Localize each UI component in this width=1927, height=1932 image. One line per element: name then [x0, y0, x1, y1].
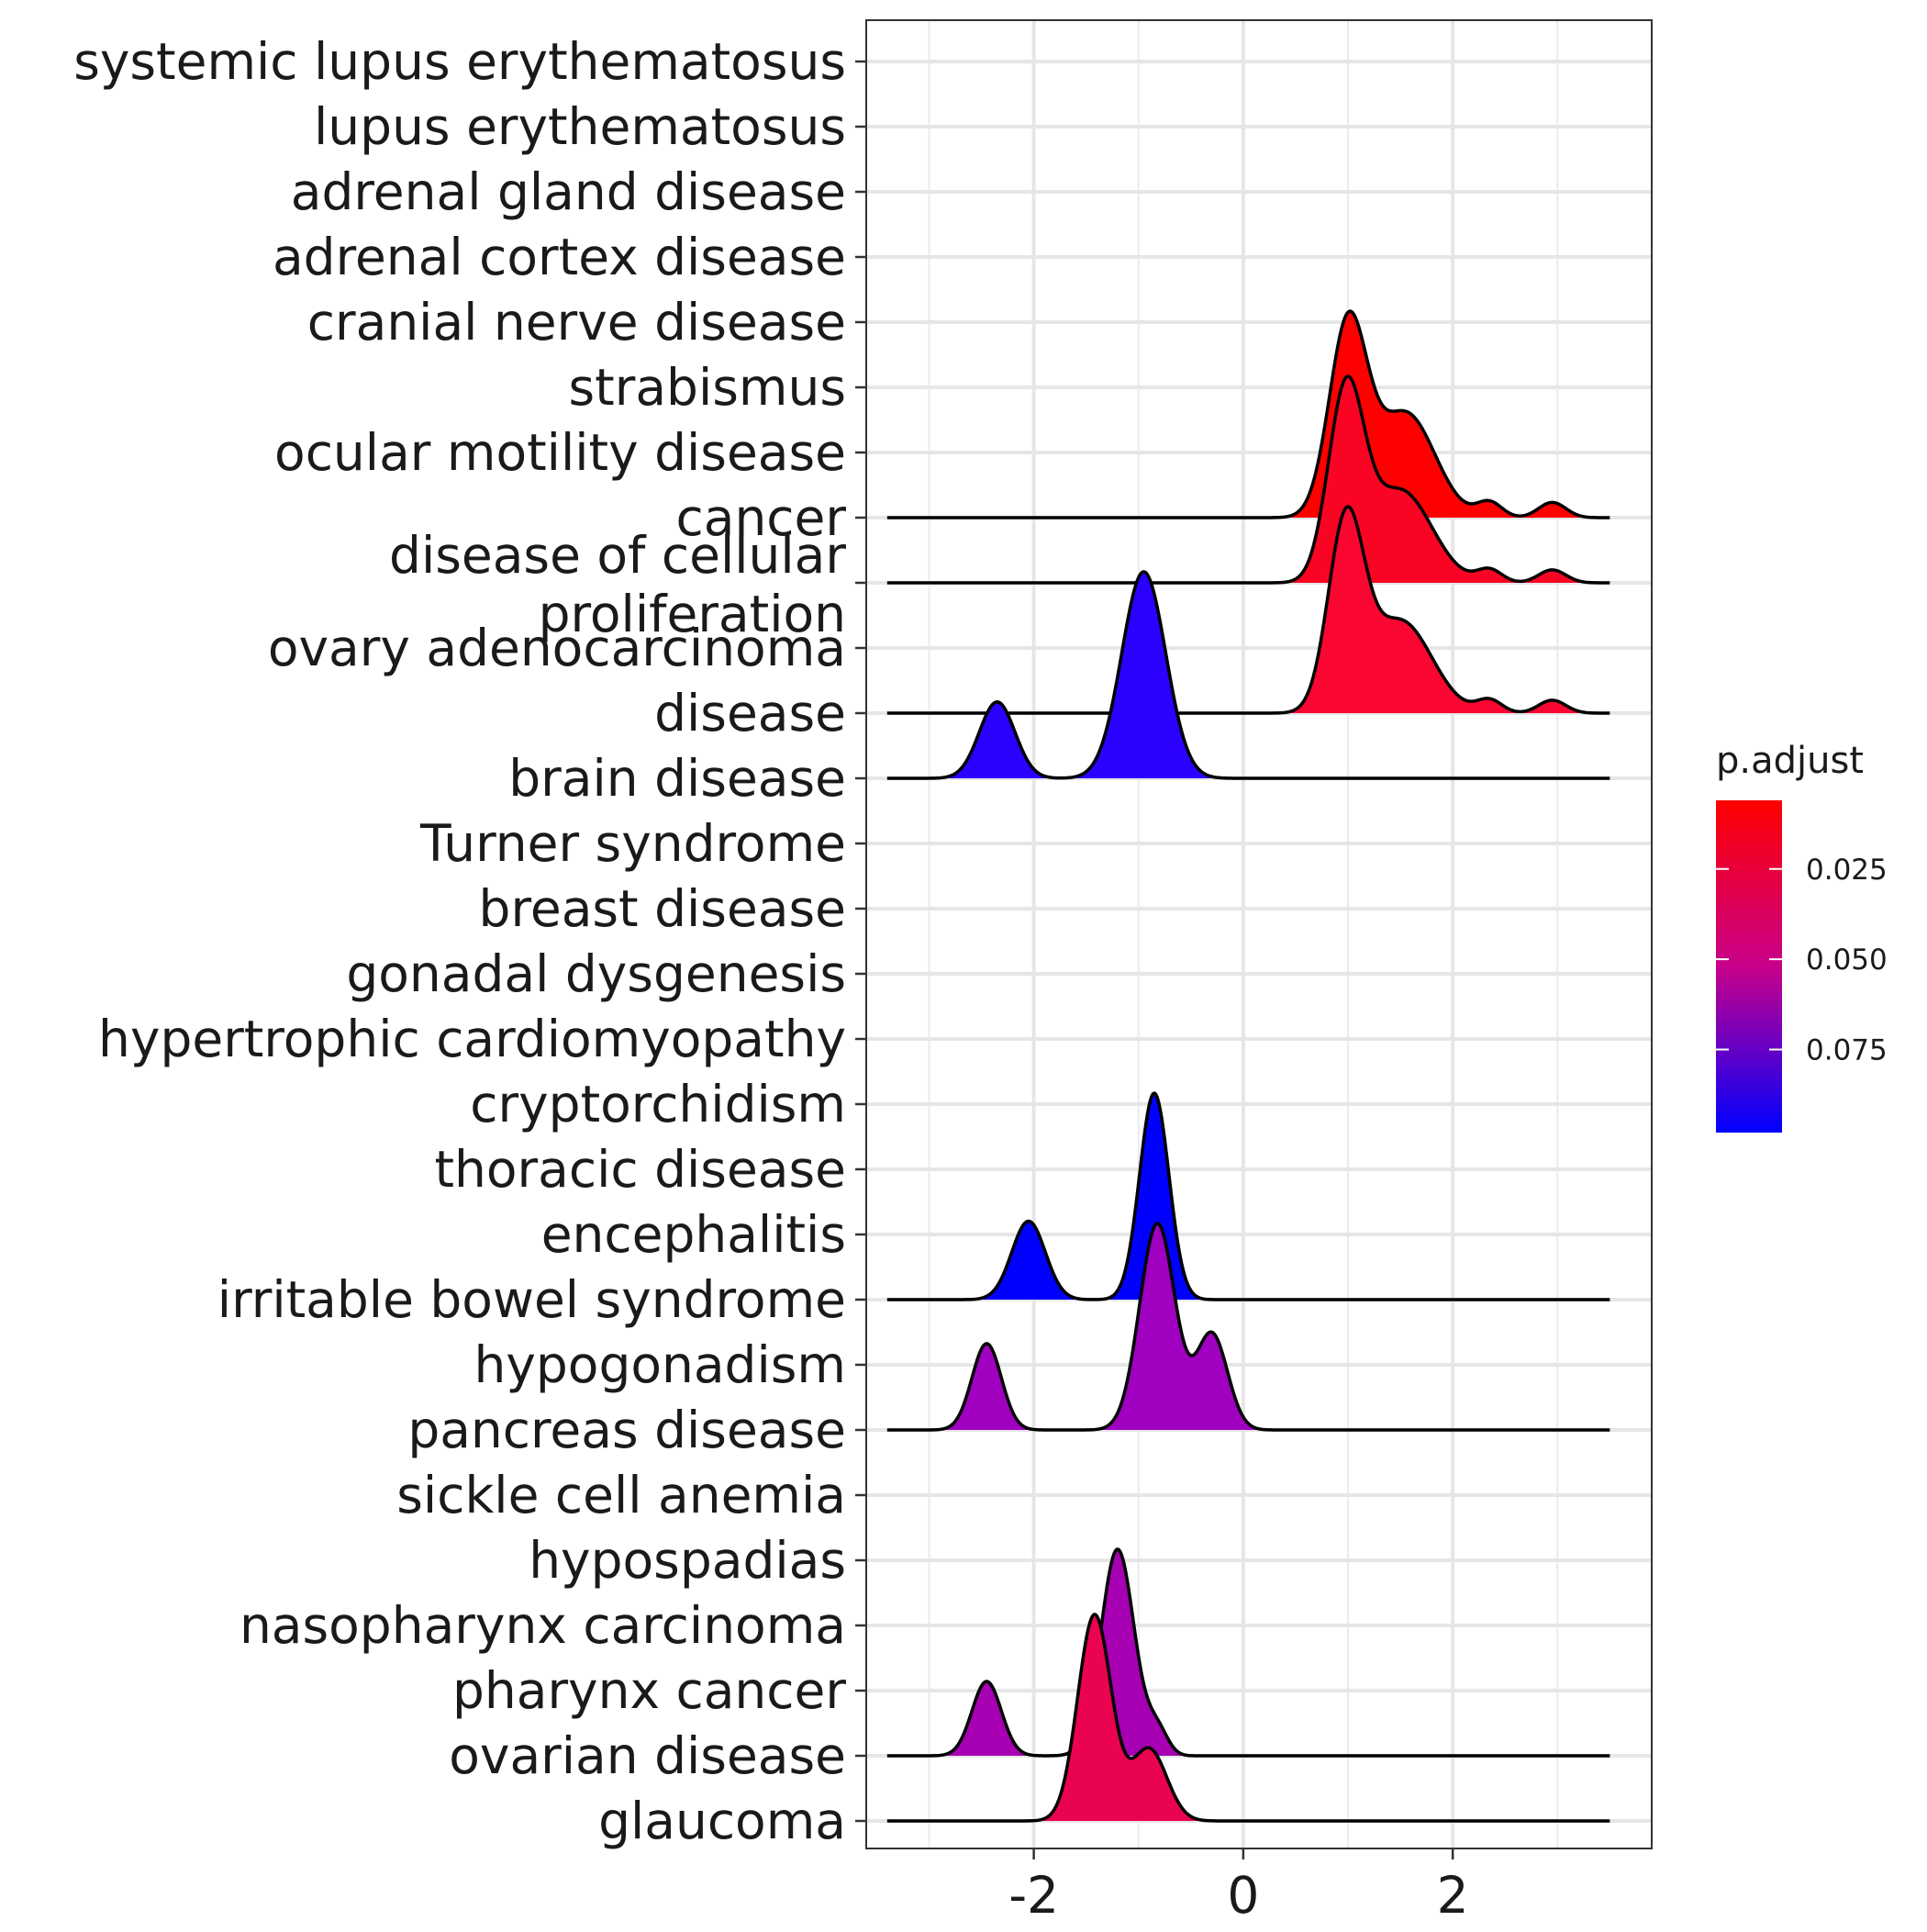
panel-background	[866, 20, 1652, 1848]
y-tick-label: pancreas disease	[407, 1401, 846, 1459]
ridge-fill-cancer	[886, 311, 1610, 518]
y-tick-label: cancer	[676, 488, 847, 547]
legend-tick-label: 0.025	[1806, 854, 1888, 887]
y-tick-label: gonadal dysgenesis	[346, 944, 846, 1003]
y-tick-label: disease	[654, 684, 846, 743]
x-tick-label: -2	[1008, 1866, 1059, 1925]
y-tick-label: irritable bowel syndrome	[217, 1270, 846, 1329]
panel-border	[865, 19, 1653, 1849]
ridge-line-pancreas-disease	[886, 1222, 1610, 1432]
ridge-line-cancer	[886, 309, 1610, 519]
y-tick-label: glaucoma	[598, 1792, 846, 1850]
y-tick-label: thoracic disease	[434, 1140, 846, 1199]
y-tick-label: breast disease	[479, 879, 846, 938]
y-tick-label: hypogonadism	[473, 1335, 846, 1394]
legend-title: p.adjust	[1716, 740, 1864, 782]
legend: p.adjust 0.025 0.050 0.075	[1716, 740, 1888, 1133]
y-tick-label: adrenal cortex disease	[273, 228, 846, 286]
y-tick-label: strabismus	[569, 358, 846, 417]
y-tick-label: lupus erythematosus	[314, 97, 846, 156]
ridge-fill-disease	[886, 507, 1610, 713]
y-tick-label: encephalitis	[541, 1205, 846, 1264]
y-tick-label: ovary adenocarcinoma	[268, 619, 846, 677]
ridge-line-disease-of-cellular-proliferation	[886, 374, 1610, 585]
y-tick-label: sickle cell anemia	[396, 1466, 846, 1524]
legend-ticks: 0.025 0.050 0.075	[1716, 854, 1888, 1067]
y-tick-label: adrenal gland disease	[291, 162, 846, 221]
y-tick-label: ocular motility disease	[274, 423, 846, 482]
y-tick-label: pharynx cancer	[452, 1661, 846, 1720]
y-tick-label: hypertrophic cardiomyopathy	[98, 1010, 846, 1068]
y-tick-label: nasopharynx carcinoma	[239, 1596, 846, 1655]
ridge-line-irritable-bowel-syndrome	[886, 1091, 1610, 1301]
axis-layer: systemic lupus erythematosus lupus erythe…	[73, 32, 1468, 1925]
x-tick-label: 2	[1437, 1866, 1469, 1925]
x-tick-label: 0	[1227, 1866, 1259, 1925]
ridge-line-ovarian-disease	[886, 1547, 1610, 1758]
ridge-fill-disease-of-cellular-proliferation	[886, 376, 1610, 583]
ridge-line-brain-disease	[886, 570, 1610, 780]
y-tick-label: ovarian disease	[449, 1726, 846, 1785]
y-tick-label: cryptorchidism	[470, 1075, 846, 1134]
y-tick-label: Turner syndrome	[419, 814, 846, 873]
ridge-layer	[886, 309, 1610, 1823]
y-tick-label: hypospadias	[529, 1531, 846, 1590]
y-tick-label: disease of cellular proliferation	[389, 526, 846, 643]
legend-colorbar	[1716, 800, 1782, 1133]
y-tick-label: cranial nerve disease	[307, 293, 846, 352]
y-tick-label: systemic lupus erythematosus	[73, 32, 846, 91]
legend-tick-label: 0.075	[1806, 1034, 1888, 1067]
y-tick-label: brain disease	[508, 749, 846, 808]
legend-tick-label: 0.050	[1806, 944, 1888, 977]
ridge-line-glaucoma	[886, 1613, 1610, 1823]
